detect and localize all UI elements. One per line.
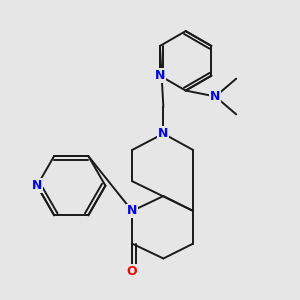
Text: N: N [155,69,165,82]
Text: O: O [127,266,137,278]
Text: N: N [127,204,137,218]
Text: N: N [32,179,42,192]
Text: N: N [158,127,169,140]
Text: N: N [210,90,220,103]
